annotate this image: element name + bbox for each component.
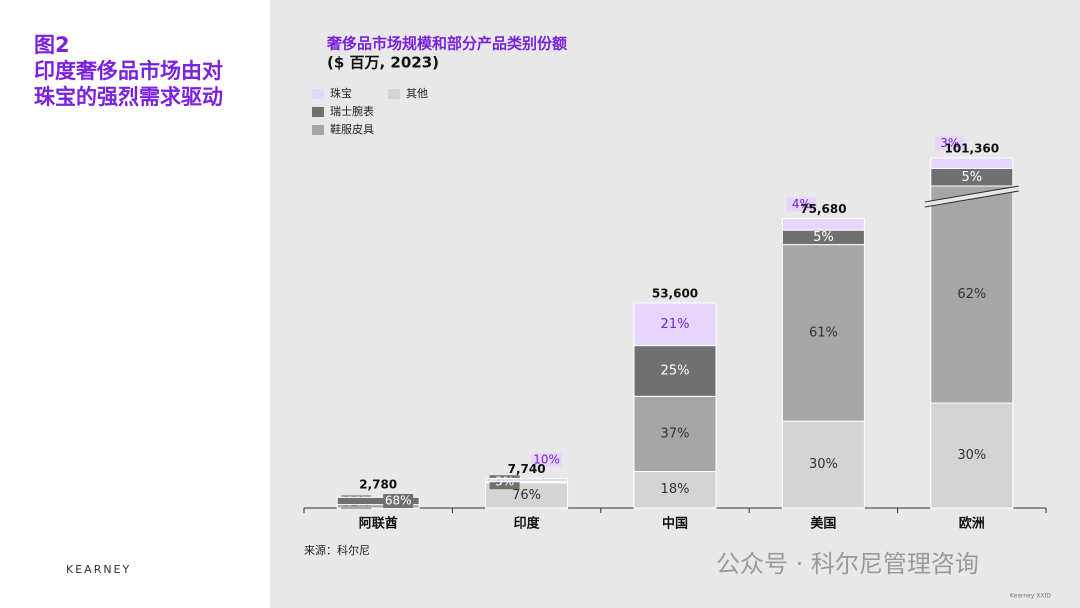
bar-segment — [336, 496, 420, 506]
chart-title: 奢侈品市场规模和部分产品类别份额 — [326, 35, 567, 53]
left-panel — [0, 0, 270, 608]
total-label: 53,600 — [652, 287, 698, 301]
x-tick-label: 美国 — [810, 516, 836, 532]
segment-label: 76% — [512, 488, 541, 503]
total-label: 101,360 — [944, 142, 999, 156]
total-label: 75,680 — [800, 202, 846, 216]
slide-title: 图2 — [34, 33, 70, 57]
bar-segment — [930, 157, 1014, 169]
bar-segment — [781, 420, 865, 509]
legend-label: 鞋服皮具 — [330, 122, 374, 136]
x-tick-label: 印度 — [514, 516, 541, 532]
x-tick-label: 中国 — [662, 516, 688, 532]
segment-label: 10% — [533, 453, 560, 467]
footer-code: Kearney XXID — [1010, 593, 1051, 600]
legend-swatch — [312, 125, 324, 135]
x-tick-label: 阿联酋 — [359, 516, 398, 532]
bar-segment — [781, 218, 865, 231]
segment-label: 4% — [792, 197, 811, 211]
label-chip — [383, 493, 414, 508]
slide-title: 印度奢侈品市场由对 — [34, 59, 223, 83]
x-tick-label: 欧洲 — [959, 516, 985, 532]
segment-label: 5% — [813, 230, 834, 245]
segment-label: 18% — [661, 482, 690, 497]
segment-label: 62% — [957, 287, 986, 302]
segment-label: 68% — [385, 493, 412, 507]
legend-swatch — [388, 89, 400, 99]
axis-break — [924, 186, 1019, 207]
axis-break — [924, 190, 1019, 208]
segment-label: 5% — [961, 170, 982, 185]
label-chip — [786, 197, 817, 212]
bar-segment — [633, 302, 717, 347]
segment-label: 21% — [661, 317, 690, 332]
total-label: 2,780 — [359, 478, 397, 492]
segment-label: 61% — [809, 325, 838, 340]
segment-label: 25% — [661, 363, 690, 378]
segment-label: 30% — [809, 457, 838, 472]
label-chip — [934, 136, 965, 151]
legend-label: 瑞士腕表 — [330, 104, 374, 118]
legend-label: 其他 — [406, 87, 428, 100]
bar-segment — [485, 477, 569, 483]
slide-title: 珠宝的强烈需求驱动 — [34, 85, 223, 109]
label-chip — [531, 453, 562, 468]
watermark: 公众号 · 科尔尼管理咨询 — [716, 550, 979, 578]
segment-label: 30% — [957, 448, 986, 463]
bar-segment — [633, 345, 717, 397]
legend-label: 珠宝 — [330, 86, 352, 100]
bar-segment — [633, 395, 717, 472]
chart-subtitle: ($ 百万, 2023) — [327, 54, 439, 72]
source: 来源：科尔尼 — [304, 543, 370, 557]
legend-swatch — [312, 107, 324, 117]
total-label: 7,740 — [508, 462, 546, 476]
segment-label: 37% — [661, 426, 690, 441]
axis-break — [924, 185, 1019, 203]
segment-label: 3% — [940, 136, 959, 150]
bar-segment — [781, 244, 865, 422]
logo: KEARNEY — [66, 563, 131, 576]
legend-swatch — [312, 89, 324, 99]
